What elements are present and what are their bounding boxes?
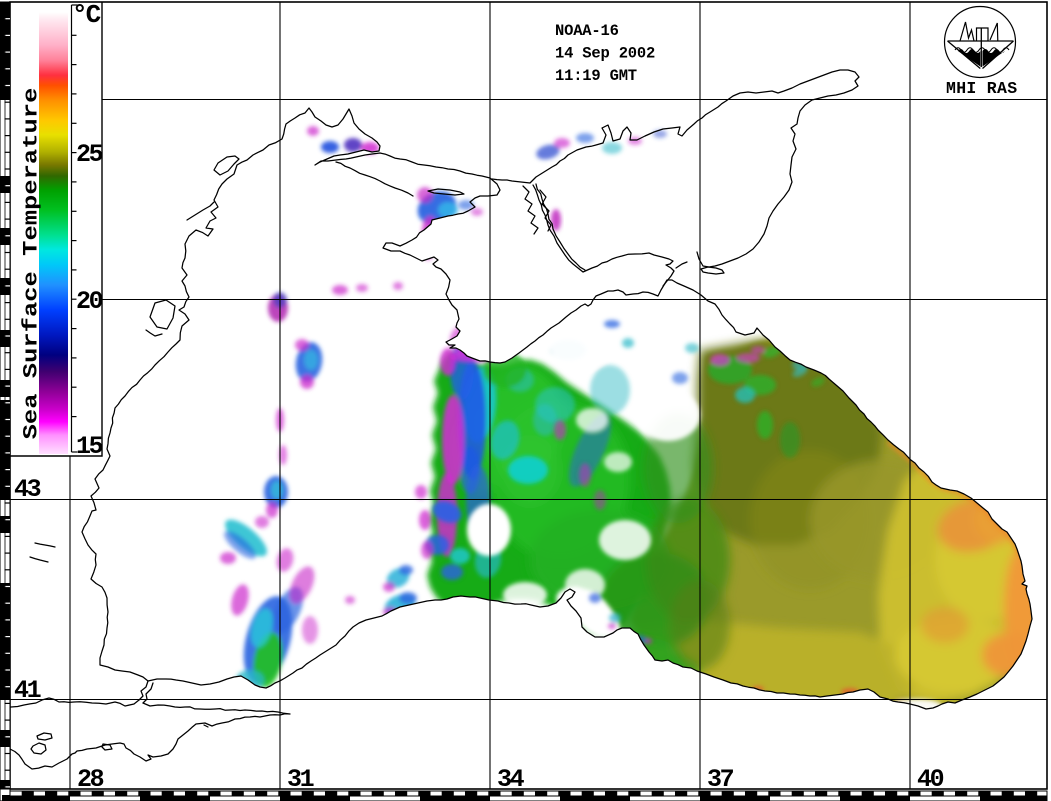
svg-text:40: 40 [917,765,944,794]
svg-text:Sea Surface Temperature: Sea Surface Temperature [20,88,43,440]
svg-text:14 Sep 2002: 14 Sep 2002 [555,45,655,63]
svg-text:28: 28 [77,765,104,794]
svg-text:43: 43 [14,475,41,504]
svg-text:11:19 GMT: 11:19 GMT [555,67,637,85]
svg-text:NOAA-16: NOAA-16 [555,22,619,40]
svg-text:34: 34 [497,765,525,794]
svg-text:°C: °C [72,0,101,30]
svg-text:31: 31 [287,765,314,794]
svg-text:25: 25 [76,140,103,169]
svg-text:41: 41 [14,676,41,705]
svg-text:15: 15 [76,432,103,461]
svg-text:MHI RAS: MHI RAS [946,79,1017,98]
svg-text:20: 20 [76,287,103,316]
svg-text:37: 37 [707,765,734,794]
